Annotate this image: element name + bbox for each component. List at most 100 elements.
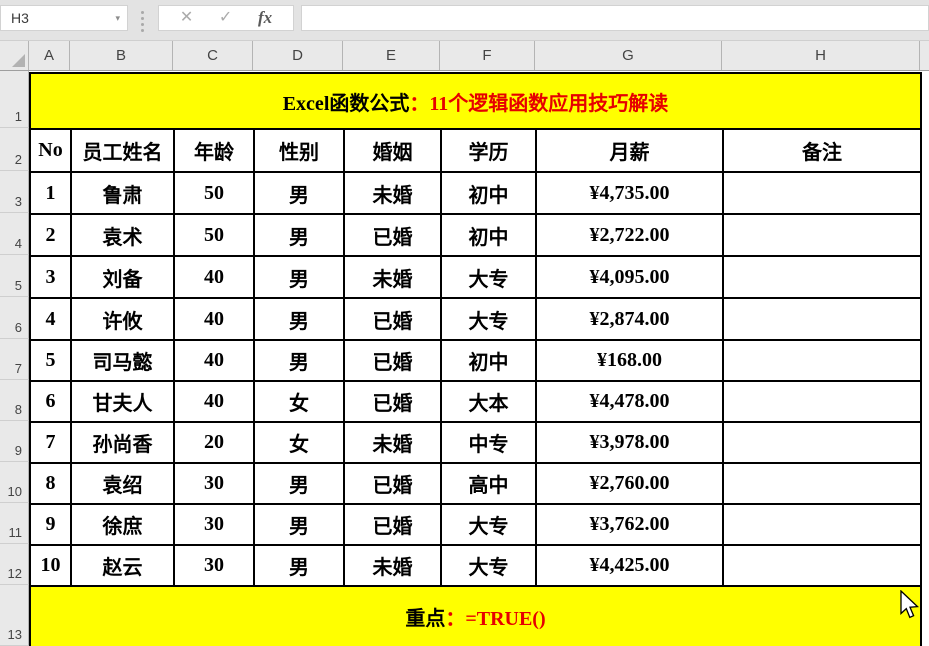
cell-D6[interactable]: 男 — [253, 297, 345, 341]
row-header-11[interactable]: 11 — [0, 503, 29, 544]
cell-F12[interactable]: 大专 — [440, 544, 537, 587]
cell-A6[interactable]: 4 — [29, 297, 72, 341]
row-header-10[interactable]: 10 — [0, 462, 29, 503]
cell-D8[interactable]: 女 — [253, 380, 345, 423]
cell-B8[interactable]: 甘夫人 — [70, 380, 175, 423]
row-header-9[interactable]: 9 — [0, 421, 29, 462]
header-cell-E[interactable]: 婚姻 — [343, 128, 442, 173]
cell-C12[interactable]: 30 — [173, 544, 255, 587]
cell-C3[interactable]: 50 — [173, 171, 255, 215]
cell-F4[interactable]: 初中 — [440, 213, 537, 257]
cell-F5[interactable]: 大专 — [440, 255, 537, 299]
cell-E12[interactable]: 未婚 — [343, 544, 442, 587]
cell-G6[interactable]: ¥2,874.00 — [535, 297, 724, 341]
cell-G3[interactable]: ¥4,735.00 — [535, 171, 724, 215]
cell-H7[interactable] — [722, 339, 922, 382]
cell-C6[interactable]: 40 — [173, 297, 255, 341]
cell-A8[interactable]: 6 — [29, 380, 72, 423]
cell-C10[interactable]: 30 — [173, 462, 255, 505]
row-header-4[interactable]: 4 — [0, 213, 29, 255]
cell-D9[interactable]: 女 — [253, 421, 345, 464]
cell-A11[interactable]: 9 — [29, 503, 72, 546]
cell-B7[interactable]: 司马懿 — [70, 339, 175, 382]
cell-G8[interactable]: ¥4,478.00 — [535, 380, 724, 423]
cell-C7[interactable]: 40 — [173, 339, 255, 382]
cell-B10[interactable]: 袁绍 — [70, 462, 175, 505]
confirm-icon[interactable]: ✓ — [218, 9, 233, 26]
cell-F3[interactable]: 初中 — [440, 171, 537, 215]
header-cell-D[interactable]: 性别 — [253, 128, 345, 173]
cell-G12[interactable]: ¥4,425.00 — [535, 544, 724, 587]
cell-C8[interactable]: 40 — [173, 380, 255, 423]
cell-C4[interactable]: 50 — [173, 213, 255, 257]
cell-G10[interactable]: ¥2,760.00 — [535, 462, 724, 505]
row-header-5[interactable]: 5 — [0, 255, 29, 297]
row-header-7[interactable]: 7 — [0, 339, 29, 380]
cell-H4[interactable] — [722, 213, 922, 257]
cell-E5[interactable]: 未婚 — [343, 255, 442, 299]
cell-H3[interactable] — [722, 171, 922, 215]
cell-F11[interactable]: 大专 — [440, 503, 537, 546]
cell-F6[interactable]: 大专 — [440, 297, 537, 341]
cell-A4[interactable]: 2 — [29, 213, 72, 257]
cell-C11[interactable]: 30 — [173, 503, 255, 546]
cell-E9[interactable]: 未婚 — [343, 421, 442, 464]
cell-F7[interactable]: 初中 — [440, 339, 537, 382]
column-header-B[interactable]: B — [70, 41, 173, 70]
cell-H12[interactable] — [722, 544, 922, 587]
cell-H6[interactable] — [722, 297, 922, 341]
cell-B5[interactable]: 刘备 — [70, 255, 175, 299]
name-box[interactable]: H3 ▾ — [0, 5, 128, 31]
cell-D5[interactable]: 男 — [253, 255, 345, 299]
cell-G5[interactable]: ¥4,095.00 — [535, 255, 724, 299]
header-cell-G[interactable]: 月薪 — [535, 128, 724, 173]
header-cell-H[interactable]: 备注 — [722, 128, 922, 173]
cell-B6[interactable]: 许攸 — [70, 297, 175, 341]
cell-H11[interactable] — [722, 503, 922, 546]
cell-A9[interactable]: 7 — [29, 421, 72, 464]
column-header-F[interactable]: F — [440, 41, 535, 70]
header-cell-B[interactable]: 员工姓名 — [70, 128, 175, 173]
cell-C9[interactable]: 20 — [173, 421, 255, 464]
cell-B9[interactable]: 孙尚香 — [70, 421, 175, 464]
cell-F8[interactable]: 大本 — [440, 380, 537, 423]
cell-B11[interactable]: 徐庶 — [70, 503, 175, 546]
cell-E7[interactable]: 已婚 — [343, 339, 442, 382]
row-header-13[interactable]: 13 — [0, 585, 29, 646]
cell-A12[interactable]: 10 — [29, 544, 72, 587]
select-all-corner[interactable] — [0, 41, 29, 70]
cell-D10[interactable]: 男 — [253, 462, 345, 505]
title-banner[interactable]: Excel函数公式：11个逻辑函数应用技巧解读 — [29, 72, 922, 130]
cell-G7[interactable]: ¥168.00 — [535, 339, 724, 382]
formula-bar-input[interactable] — [301, 5, 929, 31]
cell-E6[interactable]: 已婚 — [343, 297, 442, 341]
column-header-G[interactable]: G — [535, 41, 722, 70]
column-header-D[interactable]: D — [253, 41, 343, 70]
cell-A3[interactable]: 1 — [29, 171, 72, 215]
cell-B4[interactable]: 袁术 — [70, 213, 175, 257]
cell-H5[interactable] — [722, 255, 922, 299]
cell-G11[interactable]: ¥3,762.00 — [535, 503, 724, 546]
cell-C5[interactable]: 40 — [173, 255, 255, 299]
cell-E3[interactable]: 未婚 — [343, 171, 442, 215]
cell-G9[interactable]: ¥3,978.00 — [535, 421, 724, 464]
cell-E10[interactable]: 已婚 — [343, 462, 442, 505]
header-cell-A[interactable]: No — [29, 128, 72, 173]
row-header-8[interactable]: 8 — [0, 380, 29, 421]
column-header-H[interactable]: H — [722, 41, 920, 70]
cell-A7[interactable]: 5 — [29, 339, 72, 382]
cell-H9[interactable] — [722, 421, 922, 464]
column-header-C[interactable]: C — [173, 41, 253, 70]
row-header-1[interactable]: 1 — [0, 71, 29, 128]
cell-G4[interactable]: ¥2,722.00 — [535, 213, 724, 257]
cell-B12[interactable]: 赵云 — [70, 544, 175, 587]
cell-B3[interactable]: 鲁肃 — [70, 171, 175, 215]
footer-banner[interactable]: 重点：=TRUE() — [29, 585, 922, 646]
row-header-12[interactable]: 12 — [0, 544, 29, 585]
cell-E4[interactable]: 已婚 — [343, 213, 442, 257]
column-header-A[interactable]: A — [29, 41, 70, 70]
cell-D7[interactable]: 男 — [253, 339, 345, 382]
cell-H8[interactable] — [722, 380, 922, 423]
column-header-partial[interactable] — [920, 41, 929, 70]
cell-H10[interactable] — [722, 462, 922, 505]
